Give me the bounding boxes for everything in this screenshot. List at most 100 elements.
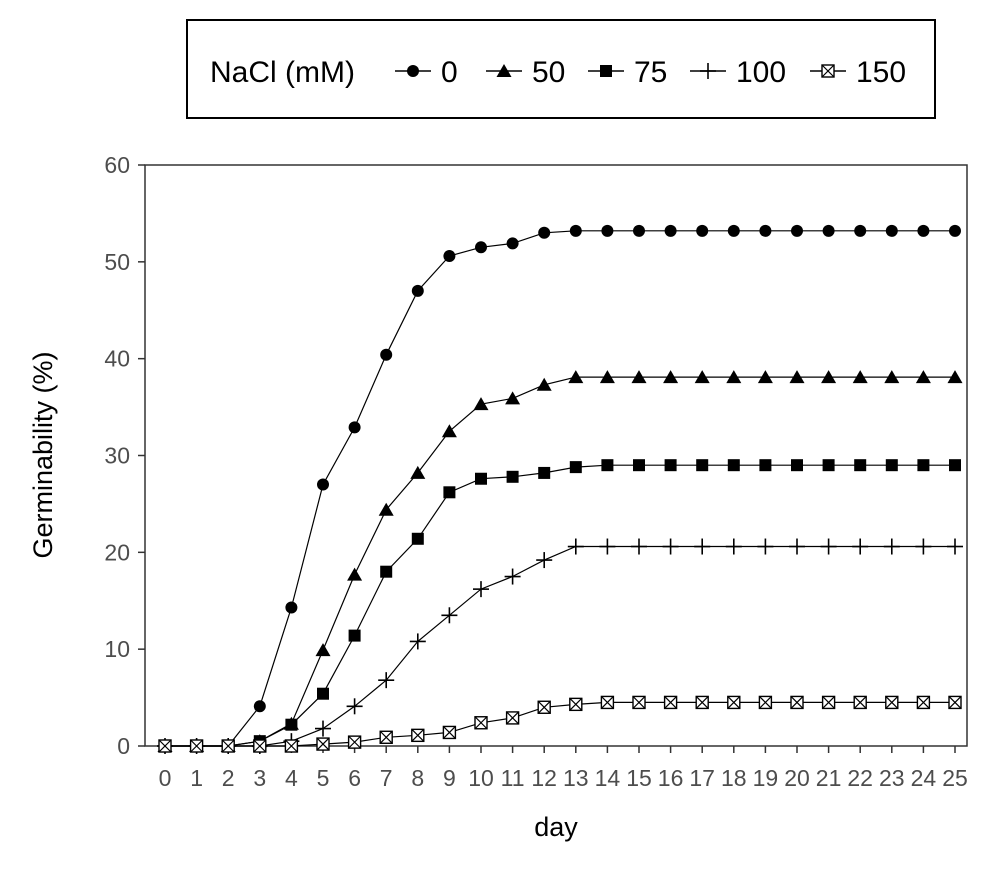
series-100 xyxy=(157,538,963,754)
y-tick-label: 50 xyxy=(104,249,130,275)
x-tick-label: 10 xyxy=(468,765,494,791)
data-point xyxy=(663,370,679,384)
legend-entry-0: 0 xyxy=(395,56,458,89)
data-point xyxy=(633,459,645,472)
data-point xyxy=(504,568,521,585)
data-point xyxy=(315,643,331,657)
data-point xyxy=(821,695,836,710)
data-point xyxy=(253,700,266,713)
legend-title: NaCl (mM) xyxy=(210,56,355,89)
x-tick-label: 3 xyxy=(253,765,266,791)
data-point xyxy=(410,465,426,479)
x-tick-label: 24 xyxy=(911,765,937,791)
data-point xyxy=(791,224,803,237)
data-point xyxy=(568,370,584,384)
x-tick-label: 1 xyxy=(190,765,203,791)
data-point xyxy=(949,224,961,237)
data-point xyxy=(315,720,331,737)
data-point xyxy=(631,370,647,384)
y-tick-label: 10 xyxy=(104,636,130,662)
data-point xyxy=(694,538,711,555)
x-tick-label: 22 xyxy=(847,765,873,791)
y-tick-label: 0 xyxy=(117,733,130,759)
data-point xyxy=(506,237,519,250)
data-point xyxy=(884,370,900,384)
data-point xyxy=(505,391,521,405)
data-point xyxy=(917,224,930,237)
data-point xyxy=(285,718,298,731)
series-line-50 xyxy=(165,376,955,747)
series-75 xyxy=(159,459,961,752)
data-point xyxy=(696,224,709,237)
series-line-75 xyxy=(165,464,955,747)
data-point xyxy=(725,538,742,555)
legend-marker xyxy=(821,64,835,78)
data-point xyxy=(441,424,457,438)
data-point xyxy=(474,716,488,730)
data-point xyxy=(316,737,330,751)
data-point xyxy=(537,700,551,714)
data-point xyxy=(221,739,235,753)
data-point xyxy=(948,695,962,710)
data-point xyxy=(790,695,804,710)
data-point xyxy=(473,397,489,411)
series-line-100 xyxy=(165,545,955,747)
data-point xyxy=(757,370,773,384)
data-point xyxy=(854,459,867,472)
legend-label: 100 xyxy=(736,56,786,89)
data-point xyxy=(727,695,741,710)
x-axis-title: day xyxy=(534,812,578,842)
legend-label: 50 xyxy=(532,56,565,89)
data-point xyxy=(380,348,393,361)
y-tick-label: 60 xyxy=(104,152,130,178)
x-tick-label: 14 xyxy=(595,765,621,791)
x-tick-label: 2 xyxy=(222,765,235,791)
legend-box xyxy=(186,19,936,119)
data-point xyxy=(380,565,393,578)
data-point xyxy=(885,459,898,472)
data-point xyxy=(411,284,424,297)
data-point xyxy=(347,735,362,749)
data-point xyxy=(694,370,710,384)
x-tick-label: 19 xyxy=(753,765,779,791)
data-point xyxy=(285,601,298,614)
y-tick-label: 40 xyxy=(104,346,130,372)
x-tick-label: 21 xyxy=(816,765,842,791)
data-point xyxy=(284,739,299,753)
series-150 xyxy=(158,695,962,753)
x-tick-label: 17 xyxy=(689,765,715,791)
legend-entries: 0 50 75 100 150 xyxy=(395,56,906,89)
data-point xyxy=(475,241,487,254)
x-tick-label: 6 xyxy=(348,765,361,791)
data-point xyxy=(631,538,647,555)
y-axis: 0 10 20 30 40 50 60 xyxy=(104,152,145,759)
data-point xyxy=(189,739,204,753)
data-point xyxy=(664,224,677,237)
x-tick-label: 0 xyxy=(159,765,172,791)
data-point xyxy=(916,695,931,710)
data-point xyxy=(409,633,426,650)
data-point xyxy=(662,538,679,555)
legend-label: 150 xyxy=(856,56,906,89)
x-tick-label: 8 xyxy=(411,765,424,791)
data-point xyxy=(317,478,329,491)
x-tick-label: 16 xyxy=(658,765,684,791)
data-point xyxy=(569,224,582,237)
data-point xyxy=(538,466,551,479)
x-tick-label: 7 xyxy=(380,765,393,791)
legend-marker xyxy=(407,65,419,77)
data-point xyxy=(378,502,394,516)
legend-entry-100: 100 xyxy=(690,56,786,89)
data-point xyxy=(885,224,898,237)
data-point xyxy=(664,459,677,472)
legend-marker xyxy=(600,65,612,77)
data-point xyxy=(569,461,582,474)
data-point xyxy=(822,224,835,237)
data-point xyxy=(917,459,930,472)
x-tick-label: 15 xyxy=(626,765,652,791)
x-tick-label: 20 xyxy=(784,765,810,791)
data-point xyxy=(821,370,837,384)
series-line-0 xyxy=(165,230,955,747)
plot-panel xyxy=(144,164,968,747)
data-point xyxy=(947,370,963,384)
